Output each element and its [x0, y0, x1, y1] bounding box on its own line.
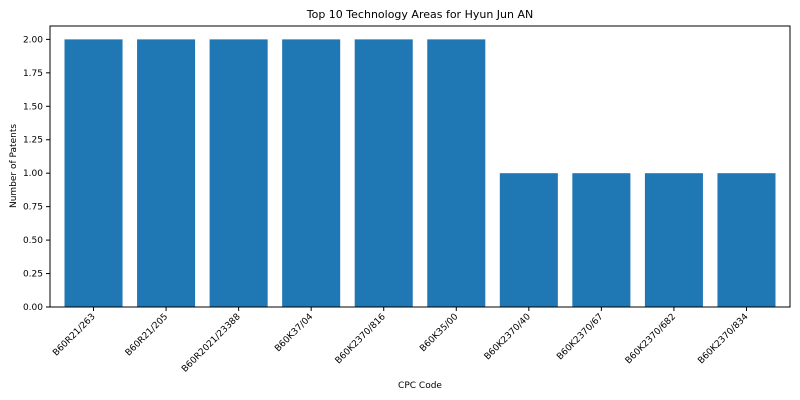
- y-tick-label-2: 0.50: [23, 236, 43, 246]
- y-tick-label-0: 0.00: [23, 303, 43, 313]
- bar-8: [645, 173, 703, 307]
- x-tick-label-3: B60K37/04: [273, 312, 315, 354]
- y-tick-label-8: 2.00: [23, 35, 43, 45]
- bar-3: [282, 39, 340, 307]
- bars-group: [65, 39, 776, 307]
- x-ticks-group: B60R21/263 B60R21/205B60R2021/23388 B60K37…: [51, 307, 750, 375]
- bar-1: [137, 39, 195, 307]
- x-tick-label-2: B60R2021/23388: [180, 312, 243, 375]
- x-tick-label-6: B60K2370/40: [483, 312, 533, 362]
- y-tick-label-3: 0.75: [23, 203, 43, 213]
- x-tick-label-0: B60R21/263: [51, 312, 97, 358]
- bar-9: [717, 173, 775, 307]
- y-tick-label-1: 0.25: [23, 270, 43, 280]
- bar-7: [572, 173, 630, 307]
- y-tick-label-5: 1.25: [23, 136, 43, 146]
- y-tick-label-7: 1.75: [23, 69, 43, 79]
- y-tick-label-4: 1.00: [23, 169, 43, 179]
- y-tick-label-6: 1.50: [23, 102, 43, 112]
- x-tick-label-8: B60K2370/682: [624, 312, 678, 366]
- y-ticks-group: 0.00 0.25 0.50 0.75 1.00 1.25 1.50 1.75 2.00: [23, 35, 50, 313]
- bar-6: [500, 173, 558, 307]
- bar-4: [355, 39, 413, 307]
- bar-0: [65, 39, 123, 307]
- bar-5: [427, 39, 485, 307]
- x-tick-label-1: B60R21/205: [124, 312, 170, 358]
- x-axis-label: CPC Code: [398, 381, 442, 391]
- y-axis-label: Number of Patents: [9, 124, 19, 208]
- chart-title: Top 10 Technology Areas for Hyun Jun AN: [306, 8, 534, 21]
- x-tick-label-7: B60K2370/67: [555, 312, 605, 362]
- x-tick-label-4: B60K2370/816: [334, 312, 388, 366]
- x-tick-label-5: B60K35/00: [418, 312, 460, 354]
- x-tick-label-9: B60K2370/834: [696, 312, 750, 366]
- bar-2: [210, 39, 268, 307]
